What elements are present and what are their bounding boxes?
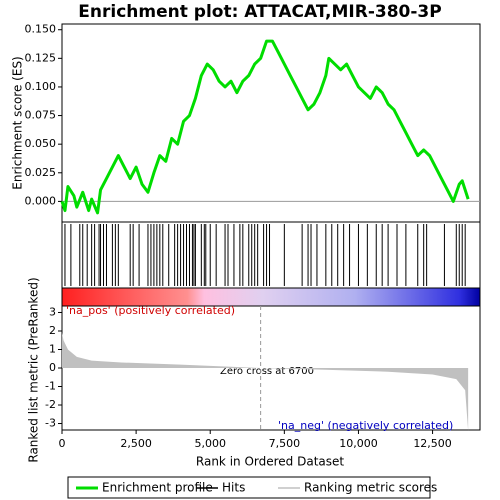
x-tick-label: 2,500 xyxy=(120,437,152,450)
y-tick-label: -3 xyxy=(45,417,56,430)
x-tick-label: 7,500 xyxy=(269,437,301,450)
y-axis-label: Ranked list metric (PreRanked) xyxy=(27,277,41,462)
y-tick-label: 0.100 xyxy=(25,80,57,93)
y-tick-label: -1 xyxy=(45,380,56,393)
y-tick-label: 0.000 xyxy=(25,194,57,207)
y-tick-label: 1 xyxy=(49,342,56,355)
y-tick-label: 0 xyxy=(49,361,56,374)
annotation: Zero cross at 6700 xyxy=(220,366,314,377)
y-tick-label: 0.075 xyxy=(25,109,57,122)
x-tick-label: 5,000 xyxy=(194,437,226,450)
x-tick-label: 10,000 xyxy=(339,437,378,450)
y-tick-label: 0.025 xyxy=(25,166,57,179)
x-tick-label: 12,500 xyxy=(413,437,452,450)
annotation: 'na_pos' (positively correlated) xyxy=(66,304,235,317)
x-tick-label: 0 xyxy=(59,437,66,450)
es-line xyxy=(60,39,470,215)
plot-frame xyxy=(61,23,481,431)
annotation: 'na_neg' (negatively correlated) xyxy=(278,419,453,432)
legend-label: Ranking metric scores xyxy=(304,481,437,495)
legend-label: Hits xyxy=(222,481,245,495)
x-axis-label: Rank in Ordered Dataset xyxy=(196,455,344,469)
y-tick-label: 3 xyxy=(49,305,56,318)
y-tick-label: 0.125 xyxy=(25,51,57,64)
chart-title: Enrichment plot: ATTACAT,MIR-380-3P xyxy=(78,2,441,22)
y-tick-label: -2 xyxy=(45,398,56,411)
y-tick-label: 0.050 xyxy=(25,137,57,150)
y-axis-label: Enrichment score (ES) xyxy=(11,56,25,189)
legend xyxy=(67,476,431,499)
legend-label: Enrichment profile xyxy=(102,481,213,495)
y-tick-label: 0.150 xyxy=(25,23,57,36)
color-bar xyxy=(62,288,480,306)
metric-area xyxy=(62,332,469,431)
y-tick-label: 2 xyxy=(49,324,56,337)
